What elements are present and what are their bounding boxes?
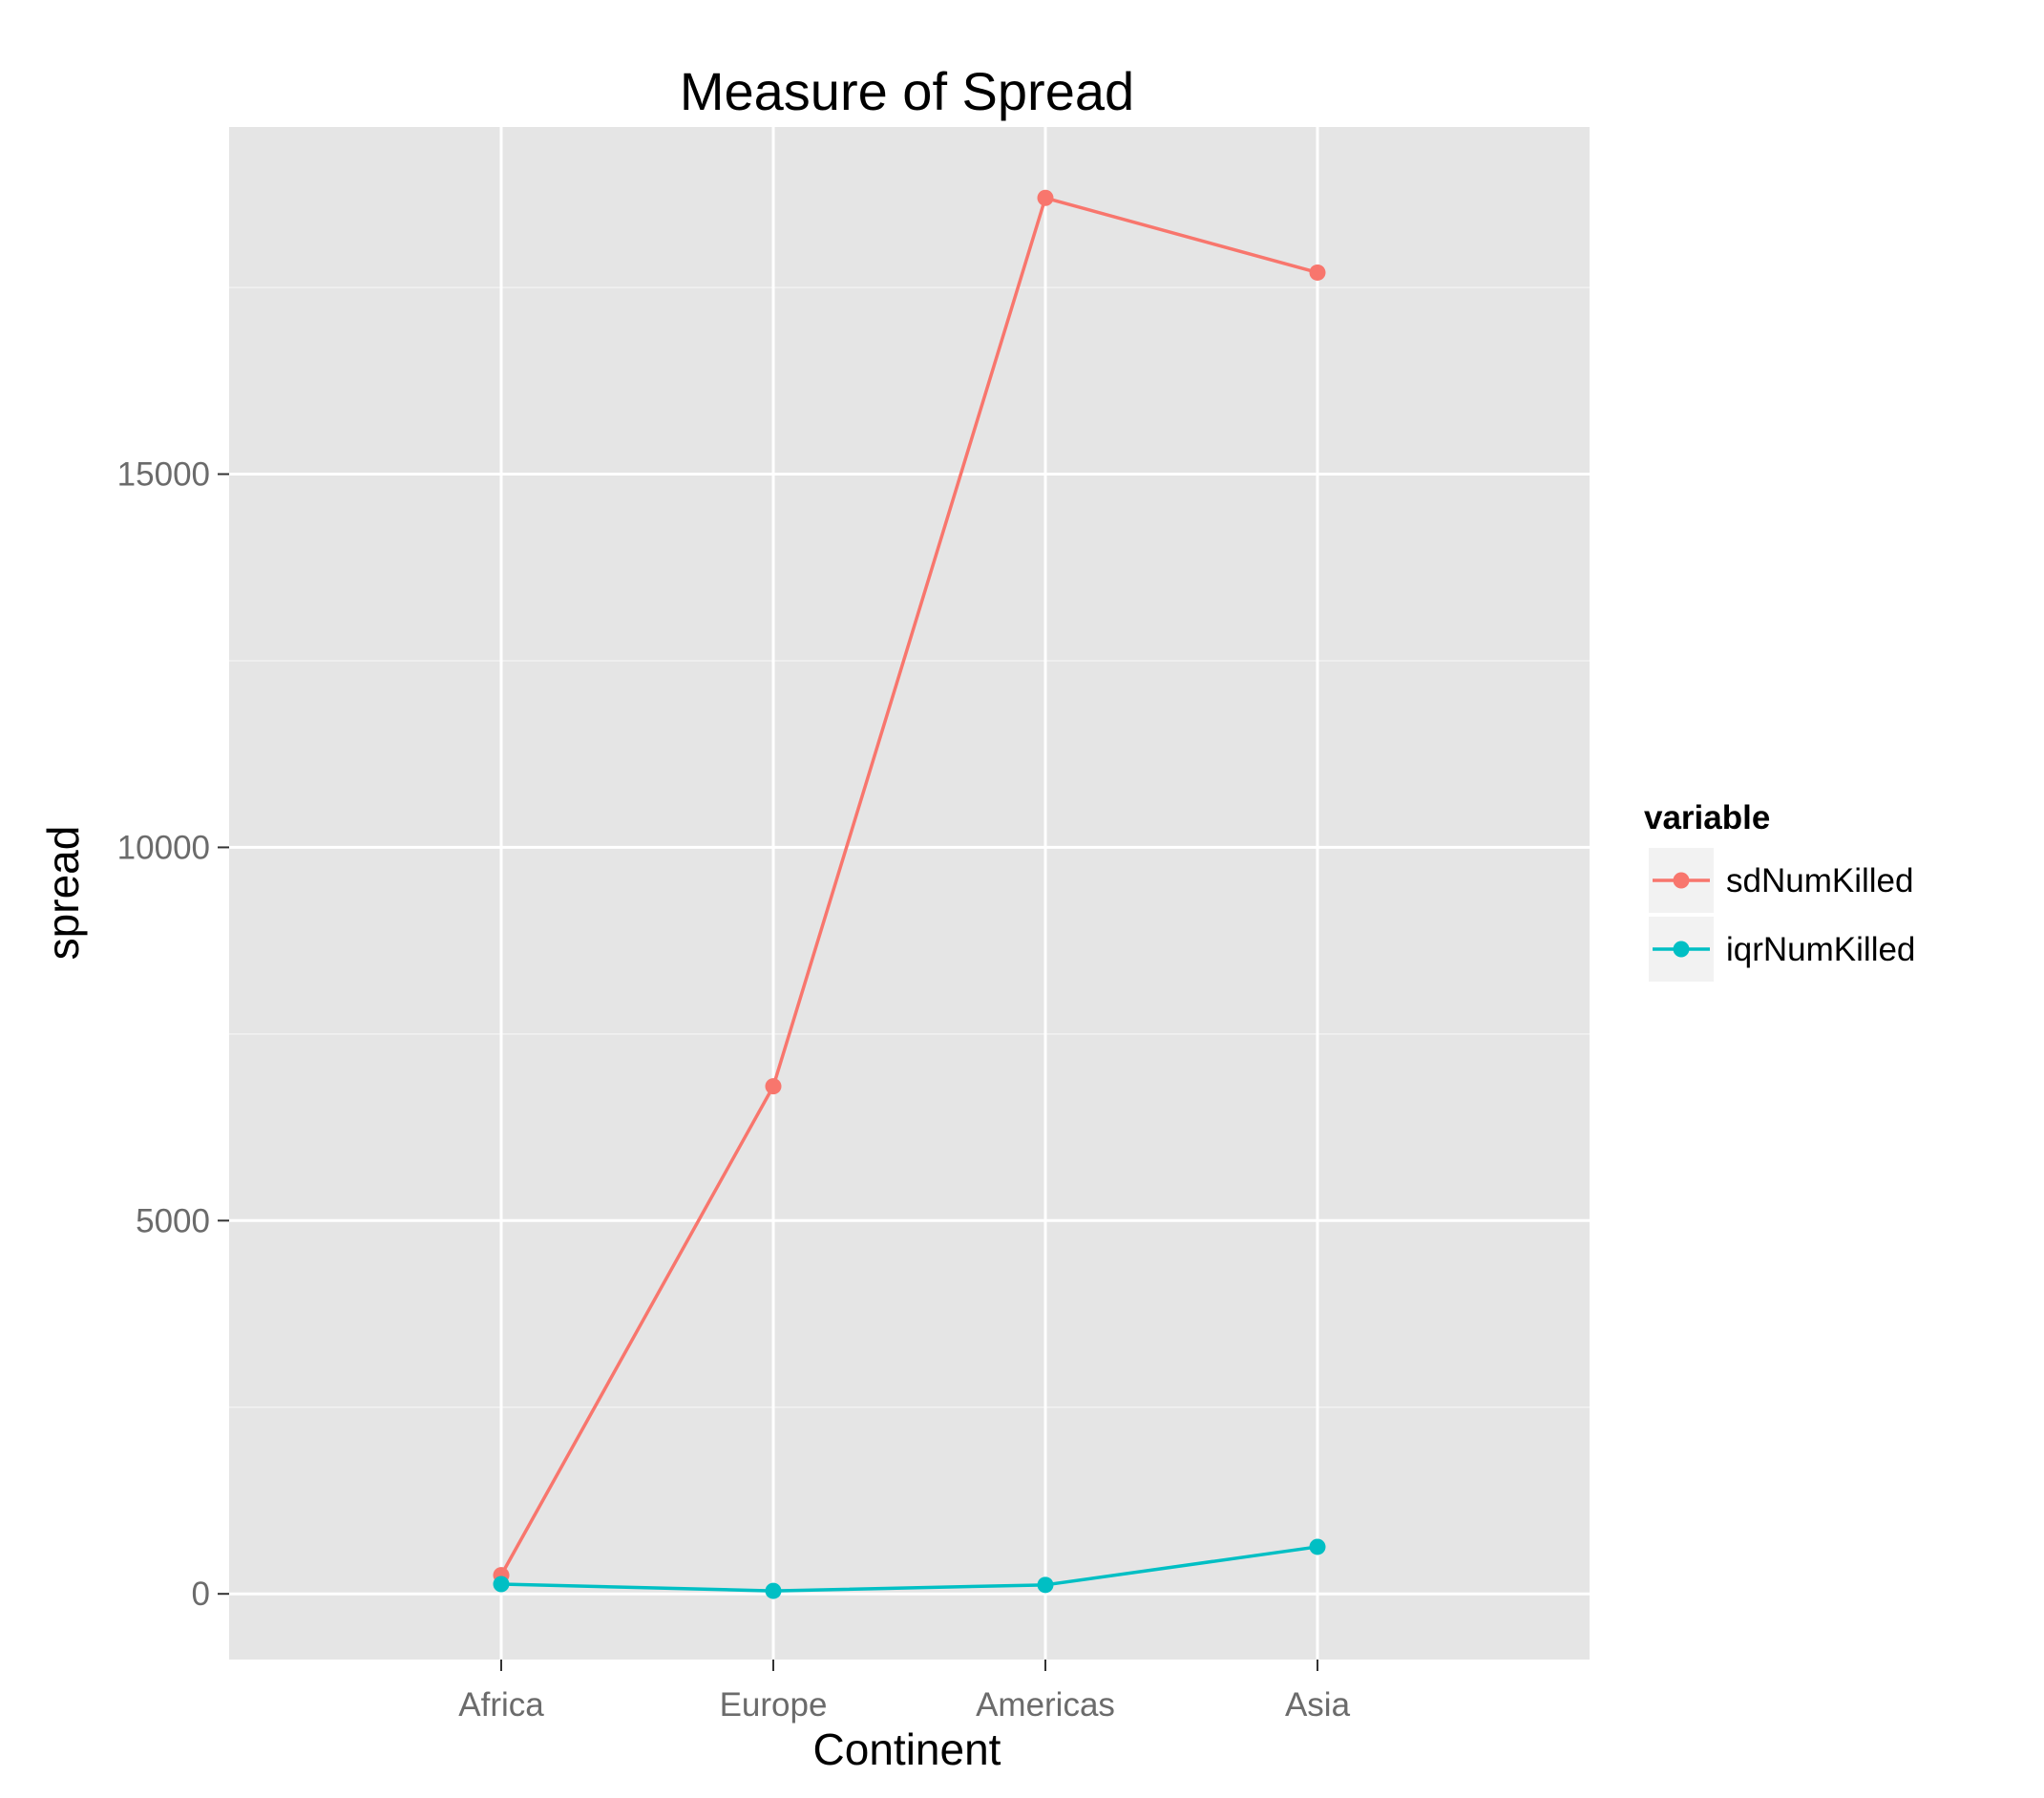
series-layer <box>493 189 1326 1599</box>
data-point-iqrNumKilled-Africa <box>493 1576 510 1593</box>
data-point-iqrNumKilled-Europe <box>765 1582 782 1599</box>
series-line-iqrNumKilled <box>500 1545 1318 1593</box>
legend-title: variable <box>1644 799 1770 836</box>
minor-gridlines <box>229 286 1590 1408</box>
legend-key-point <box>1673 872 1690 889</box>
y-tick-label: 15000 <box>117 456 210 494</box>
major-gridlines <box>229 127 1590 1660</box>
chart-title: Measure of Spread <box>680 61 1134 121</box>
x-axis-title: Continent <box>813 1724 1001 1774</box>
y-tick-label: 10000 <box>117 829 210 866</box>
x-tick-label: Europe <box>720 1686 828 1724</box>
x-axis: Africa Europe Americas Asia <box>458 1660 1351 1724</box>
data-point-sdNumKilled-Asia <box>1309 264 1326 281</box>
data-point-sdNumKilled-Americas <box>1037 189 1054 206</box>
y-axis-title: spread <box>38 826 88 961</box>
series-line-sdNumKilled <box>499 196 1318 1576</box>
y-axis: 0 5000 10000 15000 <box>117 456 229 1613</box>
x-tick-label: Asia <box>1285 1686 1351 1724</box>
legend-label-sdNumKilled: sdNumKilled <box>1726 862 1913 899</box>
plot-panel <box>229 127 1590 1660</box>
data-point-iqrNumKilled-Asia <box>1309 1538 1326 1555</box>
legend: variable sdNumKilled iqrNumKilled <box>1644 799 1915 982</box>
x-tick-label: Africa <box>458 1686 544 1724</box>
data-point-sdNumKilled-Europe <box>765 1078 782 1095</box>
y-tick-label: 0 <box>192 1576 210 1613</box>
y-tick-label: 5000 <box>136 1202 210 1239</box>
legend-label-iqrNumKilled: iqrNumKilled <box>1726 931 1915 968</box>
data-point-iqrNumKilled-Americas <box>1037 1576 1054 1594</box>
legend-key-point <box>1673 941 1690 958</box>
x-tick-label: Americas <box>976 1686 1115 1724</box>
